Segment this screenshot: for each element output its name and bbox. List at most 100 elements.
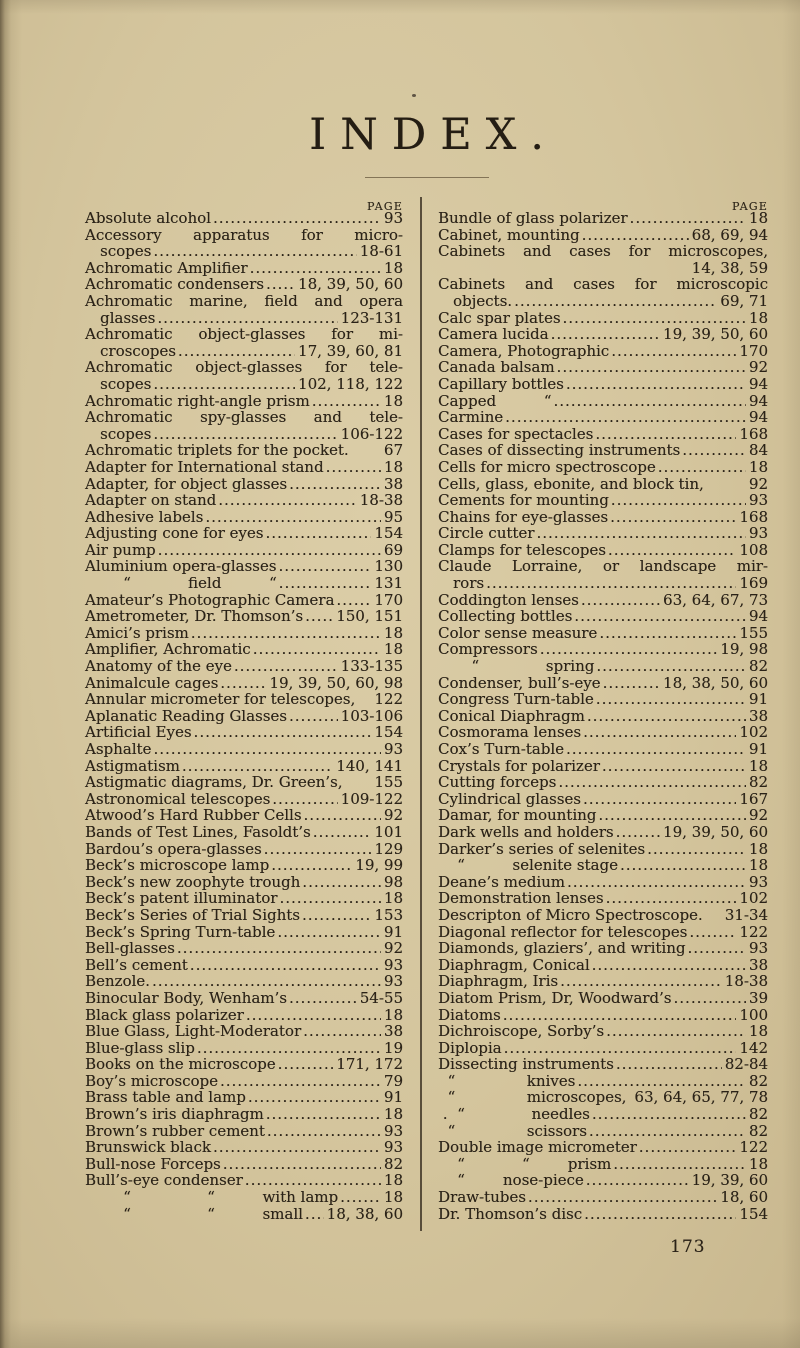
entry-pages: 18: [383, 258, 403, 277]
entry-text: Anatomy of the eye: [85, 657, 232, 676]
dot-leader: [581, 592, 660, 609]
entry-pages: 19: [383, 1038, 403, 1057]
index-entry: scopes 102, 118, 122: [85, 376, 403, 393]
index-entry: glasses 123-131: [85, 309, 403, 327]
dot-leader: [278, 558, 371, 575]
dot-leader: [505, 409, 746, 426]
index-entry: Beck’s microscope lamp 19, 99: [85, 857, 403, 874]
dot-leader: [639, 1139, 737, 1156]
entry-pages: 19, 39, 50, 60: [663, 325, 768, 344]
index-entry: “ scissors 82: [438, 1123, 768, 1140]
index-entry: objects. 69, 71: [438, 293, 768, 310]
dot-leader: [566, 376, 746, 393]
entry-pages: 92: [383, 806, 403, 825]
entry-pages: 18: [383, 640, 403, 659]
entry-pages: 93: [383, 972, 403, 991]
dot-leader: [528, 1189, 717, 1206]
entry-text: Ametrometer, Dr. Thomson’s: [85, 607, 304, 626]
entry-pages: 69: [383, 540, 403, 559]
entry-pages: 93: [383, 209, 403, 227]
dot-leader: [152, 973, 381, 990]
dot-leader: [220, 1073, 381, 1090]
entry-text: Diaphragm, Conical: [438, 955, 590, 974]
dot-leader: [250, 260, 381, 277]
index-entry: Cells, glass, ebonite, and block tin, 92: [438, 475, 768, 493]
entry-pages: 122: [374, 690, 403, 709]
entry-pages: 142: [739, 1038, 768, 1057]
entry-pages: 68, 69, 94: [691, 225, 768, 244]
index-entry: Achromatic condensers 18, 39, 50, 60: [85, 276, 403, 293]
index-entry: Diagonal reflector for telescopes 122: [438, 922, 768, 941]
entry-pages: 82: [383, 1154, 403, 1173]
index-entry: Anatomy of the eye 133-135: [85, 658, 403, 675]
dot-leader: [277, 924, 381, 941]
entry-text: “ field “: [85, 574, 277, 593]
index-entry: Air pump 69: [85, 542, 403, 559]
index-column-right: Bundle of glass polarizer18Cabinet, moun…: [438, 210, 768, 1222]
index-entry: Binocular Body, Wenham’s 54-55: [85, 990, 403, 1007]
dot-leader: [687, 940, 745, 957]
index-entry: Calc spar plates 18: [438, 309, 768, 327]
entry-pages: 82: [748, 657, 768, 676]
dot-leader: [566, 741, 746, 758]
entry-text: scopes: [100, 242, 152, 261]
entry-pages: 94: [748, 374, 768, 393]
dot-leader: [553, 393, 745, 410]
entry-pages: 18-38: [724, 972, 768, 991]
dot-leader: [596, 691, 746, 708]
entry-text: Cases for spectacles: [438, 424, 594, 443]
index-entry: Adhesive labels 95: [85, 509, 403, 526]
index-entry: Beck’s Spring Turn-table 91: [85, 923, 403, 941]
entry-text: Diplopia: [438, 1038, 502, 1057]
entry-text: Bell-glasses: [85, 939, 175, 958]
index-entry: Atwood’s Hard Rubber Cells 92: [85, 807, 403, 824]
dot-leader: [582, 227, 689, 244]
column-divider: [420, 197, 422, 1231]
entry-pages: 18: [748, 457, 768, 476]
dot-leader: [540, 641, 718, 658]
entry-text: Artificial Eyes: [85, 723, 192, 742]
entry-pages: 79: [383, 1071, 403, 1090]
entry-text: Adapter on stand: [85, 491, 217, 510]
dot-leader: [584, 1206, 736, 1223]
dot-leader: [583, 791, 736, 808]
index-entry: Achromatic object-glasses for mi-: [85, 325, 403, 344]
entry-pages: 108: [739, 540, 768, 559]
entry-pages: 168: [739, 507, 768, 526]
entry-text: Beck’s patent illuminator: [85, 889, 278, 908]
dot-leader: [190, 957, 381, 974]
index-entry: Condenser, bull’s-eye 18, 38, 50, 60: [438, 675, 768, 692]
entry-pages: 69, 71: [720, 291, 768, 310]
entry-pages: 82: [748, 773, 768, 792]
dot-leader: [191, 625, 381, 642]
entry-pages: 100: [739, 1005, 768, 1024]
entry-pages: 154: [739, 1204, 768, 1223]
entry-text: Black glass polarizer: [85, 1005, 244, 1024]
entry-pages: 18: [748, 756, 768, 775]
entry-pages: 38: [748, 955, 768, 974]
entry-text: Adjusting cone for eyes: [85, 524, 264, 543]
entry-pages: 82-84: [724, 1055, 768, 1074]
index-entry: “ selenite stage 18: [438, 857, 768, 874]
index-entry: “ knives 82: [438, 1073, 768, 1090]
dot-leader: [595, 426, 736, 443]
entry-text: Camera lucida: [438, 325, 549, 344]
dot-leader: [611, 343, 736, 360]
entry-text: Brass table and lamp: [85, 1088, 246, 1107]
dot-leader: [616, 824, 660, 841]
entry-text: Bell’s cement: [85, 955, 188, 974]
entry-text: Cox’s Turn-table: [438, 740, 565, 758]
dot-leader: [682, 442, 746, 459]
entry-pages: 102: [739, 723, 768, 742]
dot-leader: [563, 310, 746, 327]
index-entry: Adapter for International stand 18: [85, 459, 403, 476]
dot-leader: [289, 476, 381, 493]
entry-pages: 122: [739, 922, 768, 941]
dot-leader: [197, 1040, 381, 1057]
entry-text: Crystals for polarizer: [438, 756, 600, 775]
entry-pages: 109-122: [340, 789, 403, 808]
entry-text: Double image micrometer: [438, 1138, 637, 1157]
entry-pages: 155: [739, 623, 768, 642]
dot-leader: [205, 509, 381, 526]
index-entry: 14, 38, 59: [438, 260, 768, 277]
